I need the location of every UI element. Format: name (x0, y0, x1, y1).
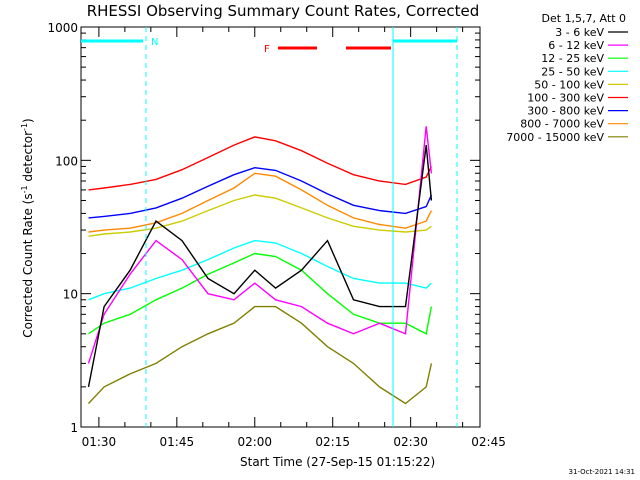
legend-label: 6 - 12 keV (548, 39, 604, 52)
y-tick-label: 1000 (47, 21, 78, 35)
legend-label: 3 - 6 keV (555, 26, 604, 39)
y-axis-label-main: Corrected Count Rate (s (21, 193, 35, 337)
series-line-7 (88, 166, 433, 219)
legend-label: 25 - 50 keV (541, 65, 604, 78)
observing-markers: N F (81, 27, 458, 427)
y-axis-label-sup-1: -1 (20, 185, 29, 193)
flare-marker-label: F (264, 44, 270, 55)
x-tick-label: 02:15 (315, 435, 350, 449)
series-line-6 (88, 136, 433, 191)
legend-label: 800 - 7000 keV (520, 118, 604, 131)
y-axis-label-sup-2: -1 (20, 123, 29, 131)
legend-label: 300 - 800 keV (527, 105, 604, 118)
legend-title: Det 1,5,7, Att 0 (542, 12, 626, 25)
y-axis-label: Corrected Count Rate (s-1 detector-1) (20, 118, 35, 337)
plot-area-border (80, 26, 481, 428)
legend-label: 50 - 100 keV (534, 78, 604, 91)
night-marker-label: N (151, 37, 158, 48)
x-axis-label: Start Time (27-Sep-15 01:15:22) (240, 455, 435, 469)
x-tick-label: 01:45 (160, 435, 195, 449)
chart-title: RHESSI Observing Summary Count Rates, Co… (87, 2, 480, 20)
date-stamp: 31-Oct-2021 14:31 (569, 468, 635, 476)
y-tick-label: 1 (70, 421, 78, 435)
series-line-9 (87, 305, 433, 405)
y-tick-label: 100 (55, 154, 78, 168)
x-tick-label: 02:00 (237, 435, 272, 449)
legend-label: 12 - 25 keV (541, 52, 604, 65)
y-axis-label-end: ) (21, 118, 35, 123)
series-layer (87, 126, 433, 405)
legend-label: 100 - 300 keV (527, 92, 604, 105)
series-line-2 (87, 126, 433, 364)
y-tick-label: 10 (63, 288, 78, 302)
y-axis: 1 10 100 1000 (47, 21, 480, 435)
x-axis: 01:30 01:45 02:00 02:15 02:30 02:45 (82, 27, 506, 449)
x-tick-label: 01:30 (82, 435, 117, 449)
series-line-5 (88, 194, 432, 237)
series-line-4 (88, 239, 432, 301)
x-tick-label: 02:45 (471, 435, 506, 449)
series-line-3 (88, 252, 433, 335)
y-axis-label-mid: detector (21, 131, 35, 186)
x-tick-label: 02:30 (393, 435, 428, 449)
legend-label: 7000 - 15000 keV (506, 131, 604, 144)
